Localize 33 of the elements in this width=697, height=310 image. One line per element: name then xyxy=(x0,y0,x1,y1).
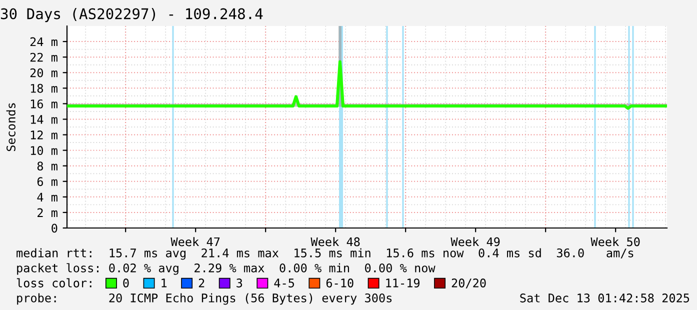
legend-label: 11-19 xyxy=(386,278,420,288)
y-tick-label: 8 m xyxy=(37,162,58,171)
text: packet loss: 0.02 % avg 2.29 % max 0.00 % min 0.00 % now xyxy=(17,263,436,275)
line-series xyxy=(67,60,667,110)
text: median rtt: 15.7 ms avg 21.4 ms max 15.5 ms min 15.6 ms now 0.4 ms sd 36.0 am/s xyxy=(16,248,634,260)
legend-label: 2 xyxy=(198,278,204,288)
y-tick-label: 22 m xyxy=(30,52,58,62)
y-tick-label: 20 m xyxy=(30,68,58,78)
x-tick-label: Week 50 xyxy=(590,237,640,246)
y-tick-label: 10 m xyxy=(30,146,58,155)
y-tick-label: 6 m xyxy=(37,177,58,186)
x-tick-label: Week 49 xyxy=(450,237,500,246)
y-axis-title: Seconds xyxy=(6,103,16,152)
legend-label: 4-5 xyxy=(274,278,294,288)
y-tick-label: 12 m xyxy=(30,130,58,140)
x-tick-label: Week 48 xyxy=(310,237,360,246)
legend-label: 6-10 xyxy=(326,278,354,288)
y-tick-label: 24 m xyxy=(30,37,58,46)
legend-label: 3 xyxy=(236,278,242,288)
chart-title: 30 Days (AS202297) - 109.248.4 xyxy=(0,8,263,22)
legend-label: 1 xyxy=(162,278,167,288)
y-tick-label: 0 xyxy=(52,224,58,233)
y-tick-label: 2 m xyxy=(38,208,58,217)
y-tick-label: 16 m xyxy=(30,99,58,108)
legend-label: 20/20 xyxy=(452,278,486,288)
text: Sat Dec 13 01:42:58 2025 xyxy=(520,294,690,302)
x-tick-label: Week 47 xyxy=(170,237,220,246)
y-tick-label: 14 m xyxy=(30,115,58,124)
legend-title: loss color: xyxy=(16,278,92,288)
y-tick-label: 18 m xyxy=(30,84,58,93)
text: probe: 20 ICMP Echo Pings (56 Bytes) every 300s xyxy=(17,293,392,305)
legend-label: 0 xyxy=(123,278,129,288)
y-tick-label: 4 m xyxy=(37,192,58,202)
